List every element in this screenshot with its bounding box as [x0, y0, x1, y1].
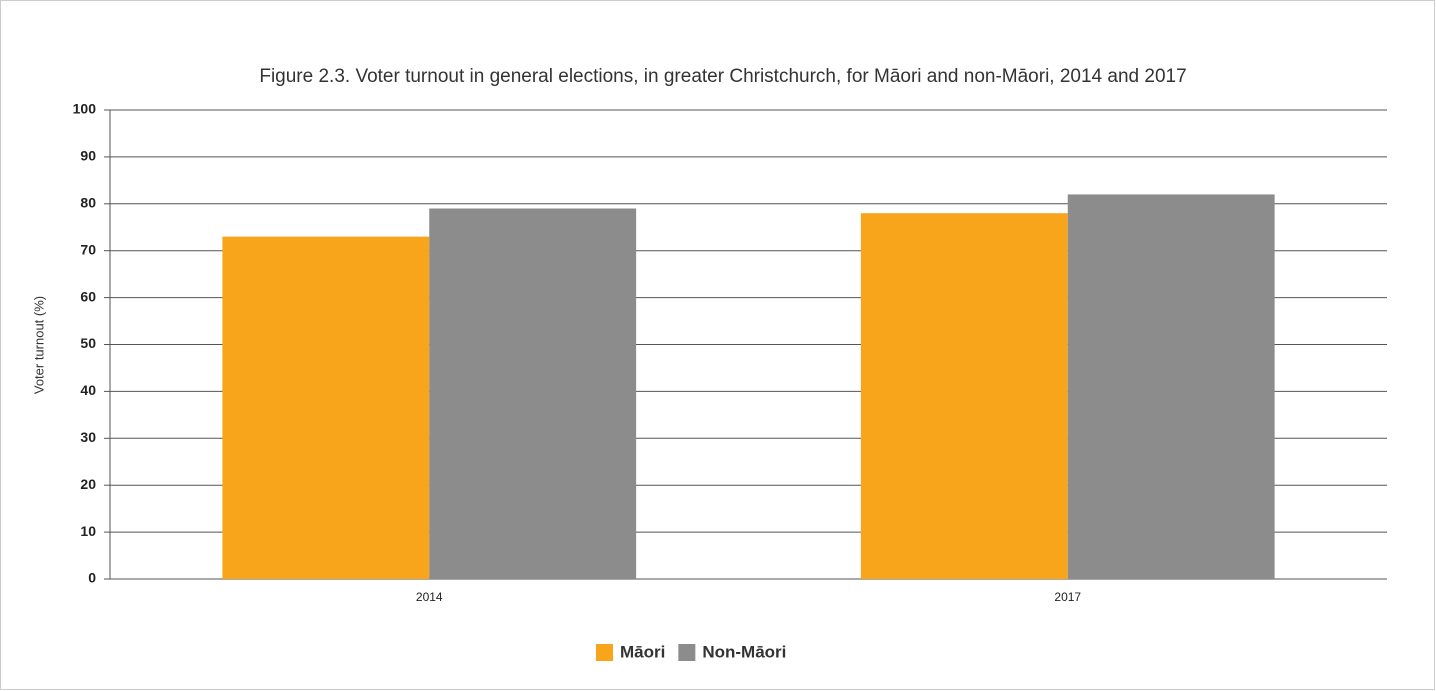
y-tick-label: 90: [80, 148, 96, 164]
bar: [429, 208, 637, 580]
y-tick-label: 10: [80, 523, 96, 539]
bar: [222, 236, 430, 579]
y-tick-label: 100: [73, 101, 97, 117]
y-tick-label: 0: [88, 570, 96, 586]
x-tick-label: 2017: [1054, 590, 1081, 604]
y-tick-label: 50: [80, 335, 96, 351]
bar: [1067, 194, 1275, 580]
legend-label: Non-Māori: [702, 642, 786, 661]
y-tick-label: 60: [80, 288, 96, 304]
chart-title: Figure 2.3. Voter turnout in general ele…: [259, 66, 1186, 87]
y-tick-label: 20: [80, 476, 96, 492]
y-tick-label: 30: [80, 429, 96, 445]
y-tick-label: 80: [80, 195, 96, 211]
y-axis-label: Voter turnout (%): [31, 296, 46, 394]
x-tick-label: 2014: [416, 590, 443, 604]
legend-swatch: [596, 644, 613, 661]
legend-swatch: [678, 644, 696, 661]
y-tick-label: 40: [80, 382, 96, 398]
bar: [860, 213, 1068, 579]
y-tick-label: 70: [80, 241, 96, 257]
legend-label: Māori: [620, 642, 665, 661]
